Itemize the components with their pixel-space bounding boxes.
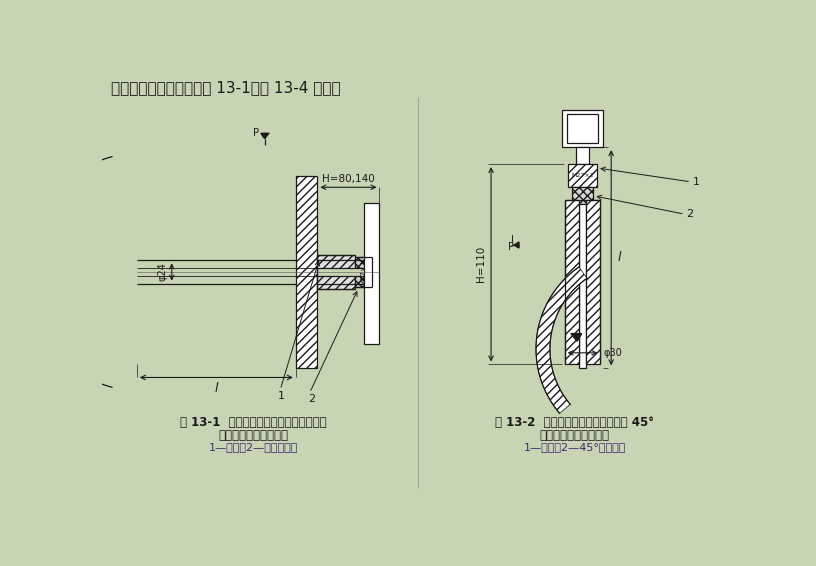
Text: 1: 1 (693, 177, 699, 187)
Polygon shape (571, 333, 582, 341)
Text: 1—垫片；2—45°角连接头: 1—垫片；2—45°角连接头 (524, 442, 626, 452)
Bar (364, 203, 379, 344)
Text: l: l (215, 382, 218, 395)
Bar (355, 258, 372, 268)
Text: 2: 2 (686, 209, 694, 219)
Bar (317, 276, 355, 289)
Text: H=110: H=110 (477, 246, 486, 282)
Bar (317, 255, 355, 268)
Text: 1—垫片；2—直形连接头: 1—垫片；2—直形连接头 (208, 442, 298, 452)
Bar (568, 164, 597, 187)
Text: M27×2: M27×2 (360, 259, 366, 285)
Polygon shape (536, 267, 587, 413)
Text: P: P (508, 242, 514, 251)
Bar (567, 114, 598, 143)
Text: 2: 2 (308, 395, 315, 404)
Text: P: P (252, 128, 259, 138)
Text: 双金属温度计安装图如图 13-1～图 13-4 所示。: 双金属温度计安装图如图 13-1～图 13-4 所示。 (111, 80, 341, 95)
Bar (579, 204, 587, 368)
Polygon shape (514, 242, 519, 248)
Text: l: l (618, 251, 621, 264)
Text: 图 13-2  双金属温度计在钢管道上斜 45°: 图 13-2 双金属温度计在钢管道上斜 45° (495, 416, 654, 429)
Bar (355, 276, 372, 286)
Bar (565, 200, 579, 365)
Text: φ30: φ30 (603, 348, 622, 358)
Text: I: I (512, 235, 514, 246)
Text: 图 13-1  双金属温度计在钢管道、设备上: 图 13-1 双金属温度计在钢管道、设备上 (180, 416, 326, 429)
Text: φ24: φ24 (157, 263, 167, 281)
Bar (576, 147, 588, 164)
Text: M27×2: M27×2 (571, 173, 594, 178)
Text: 1: 1 (278, 391, 286, 401)
Bar (562, 110, 603, 147)
Bar (587, 200, 601, 365)
Bar (572, 187, 593, 204)
Text: 安装图（外螺纹接头）: 安装图（外螺纹接头） (539, 429, 610, 442)
Bar (295, 175, 317, 368)
Text: H=80,140: H=80,140 (322, 174, 375, 184)
Text: 安装图（外螺纹接头）: 安装图（外螺纹接头） (218, 429, 288, 442)
Polygon shape (261, 134, 268, 139)
